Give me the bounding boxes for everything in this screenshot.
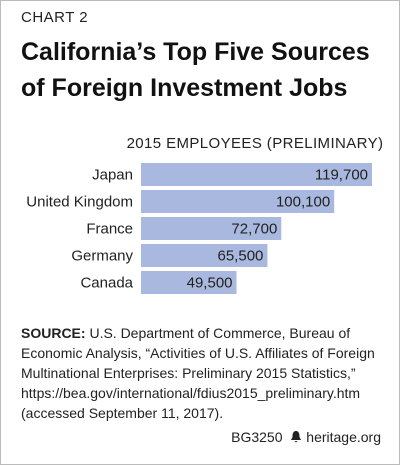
footer: BG3250 heritage.org bbox=[231, 429, 381, 445]
value-label: 65,500 bbox=[218, 247, 264, 264]
value-label: 49,500 bbox=[187, 274, 233, 291]
source-label: SOURCE: bbox=[21, 325, 86, 341]
chart-title: California’s Top Five Sources of Foreign… bbox=[21, 38, 370, 102]
source-text: U.S. Department of Commerce, Bureau of E… bbox=[21, 325, 375, 421]
bar bbox=[141, 163, 372, 186]
report-id: BG3250 bbox=[231, 429, 283, 445]
source-note: SOURCE: U.S. Department of Commerce, Bur… bbox=[21, 323, 386, 423]
category-label: United Kingdom bbox=[26, 193, 133, 210]
bell-icon bbox=[291, 431, 302, 443]
bar bbox=[141, 244, 268, 267]
category-label: France bbox=[86, 220, 133, 237]
category-label: Germany bbox=[71, 247, 133, 264]
bar bbox=[141, 271, 237, 294]
category-label: Japan bbox=[92, 166, 133, 183]
bar bbox=[141, 217, 282, 240]
value-label: 100,100 bbox=[276, 193, 330, 210]
chart-number: CHART 2 bbox=[21, 9, 89, 26]
bar bbox=[141, 190, 335, 213]
chart-subtitle: 2015 EMPLOYEES (PRELIMINARY) bbox=[127, 135, 384, 152]
value-label: 119,700 bbox=[315, 166, 368, 183]
value-label: 72,700 bbox=[231, 220, 277, 237]
category-label: Canada bbox=[80, 274, 133, 291]
site: heritage.org bbox=[306, 429, 381, 445]
chart: 2015 EMPLOYEES (PRELIMINARY) Japan 119,70… bbox=[26, 135, 384, 294]
